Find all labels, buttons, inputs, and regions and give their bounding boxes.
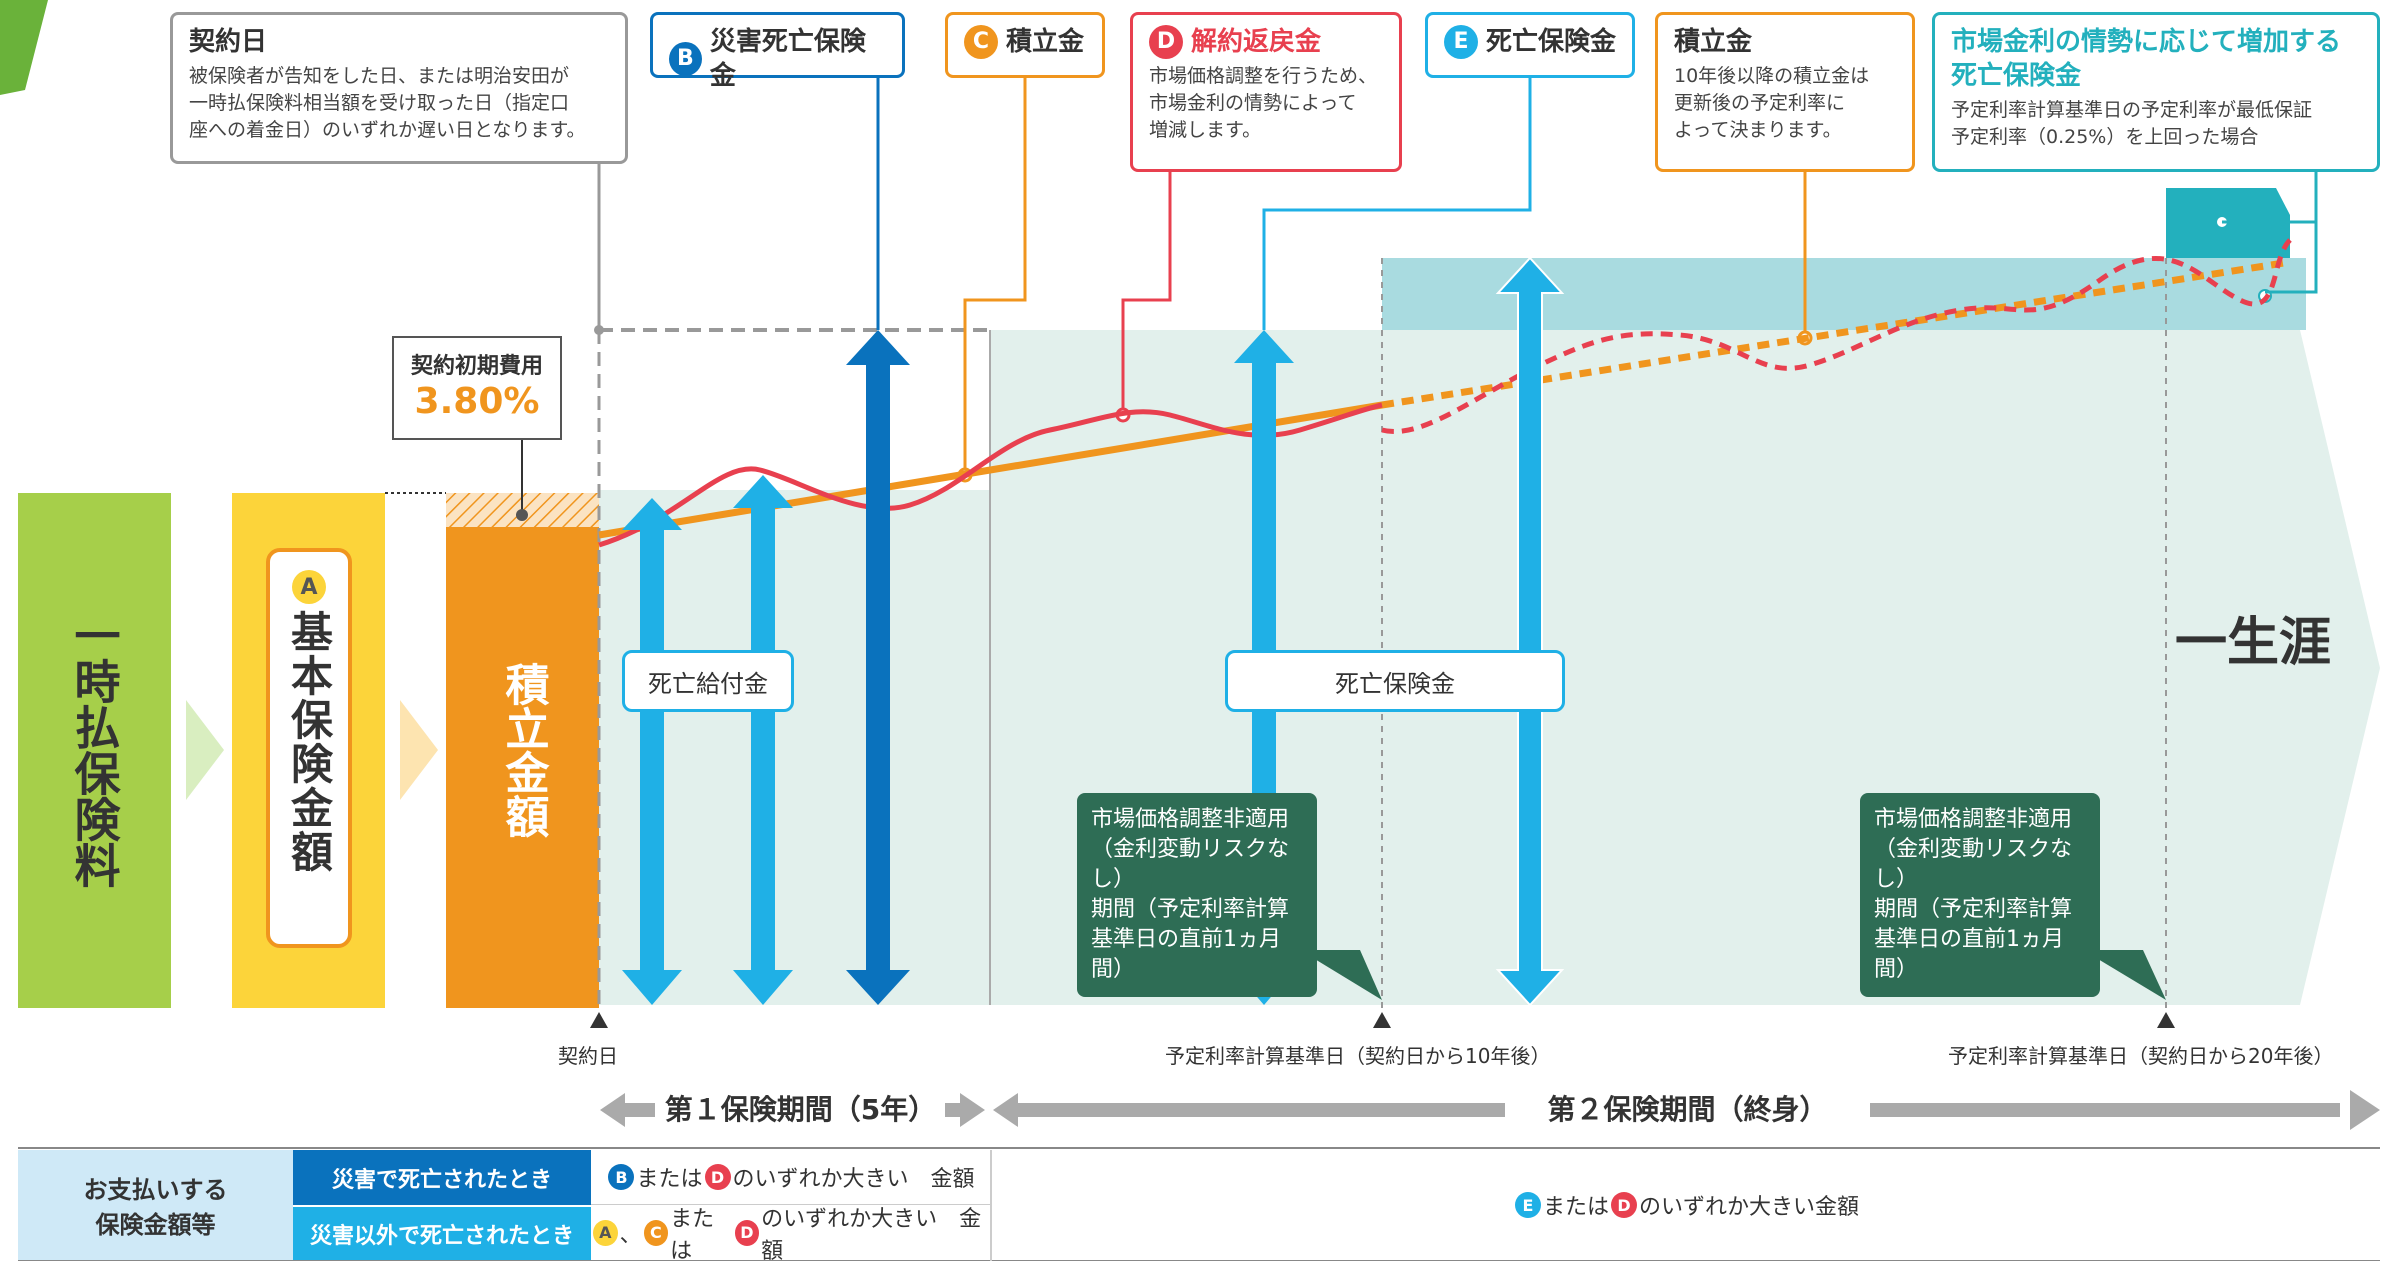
callout-reserve-line-2: 更新後の予定利率に: [1674, 92, 1846, 114]
callout-market-title-1: 市場金利の情勢に応じて増加する: [1951, 27, 2342, 57]
callout-b-accident-death: B 災害死亡保険金: [650, 12, 905, 91]
chevron-1: [186, 700, 224, 800]
base-amount-card: A 基本保険金額: [266, 548, 352, 948]
callout-b-title: 災害死亡保険金: [709, 27, 866, 91]
initial-cost-label: 契約初期費用: [410, 354, 543, 379]
row1-text-1: または: [636, 1167, 703, 1192]
mva-20y-line-4: 基準日の直前1ヵ月間）: [1874, 927, 2064, 982]
callout-contract-day-line-2: 一時払保険料相当額を受け取った日（指定口: [189, 92, 570, 114]
row2-c-icon: C: [643, 1219, 669, 1246]
period2-d-icon: D: [1611, 1192, 1637, 1218]
premium-block: [18, 493, 171, 1008]
a-badge-icon: A: [292, 570, 326, 604]
death-benefit-label-2: 死亡保険金: [1225, 650, 1565, 712]
callout-market-title-2: 死亡保険金: [1951, 61, 2082, 91]
callout-c-title: 積立金: [1006, 27, 1085, 57]
callout-market-line-1: 予定利率計算基準日の予定利率が最低保証: [1951, 99, 2313, 121]
mva-box-20y: 市場価格調整非適用 （金利変動リスクなし） 期間（予定利率計算 基準日の直前1ヵ…: [1860, 793, 2100, 997]
callout-market-line-2: 予定利率（0.25%）を上回った場合: [1951, 126, 2259, 148]
c-badge-icon: C: [964, 25, 998, 59]
callout-e-title: 死亡保険金: [1486, 27, 1617, 57]
callout-e-death-insurance: E 死亡保険金: [1425, 12, 1635, 78]
base-amount-label: 基本保険金額: [284, 610, 334, 874]
row1-b-icon: B: [608, 1164, 635, 1190]
period-1-label: 第１保険期間（5年）: [658, 1090, 943, 1130]
row1-value: B または D のいずれか大きい 金額: [591, 1150, 990, 1205]
callout-c-reserve: C 積立金: [945, 12, 1105, 78]
callout-market-increase: 市場金利の情勢に応じて増加する 死亡保険金 予定利率計算基準日の予定利率が最低保…: [1932, 12, 2380, 172]
callout-contract-day-line-3: 座への着金日）のいずれか遅い日となります。: [189, 119, 586, 141]
initial-cost-box: 契約初期費用 3.80%: [392, 336, 562, 440]
death-insurance-arrow-2: [1495, 256, 1565, 1007]
callout-contract-day-line-1: 被保険者が告知をした日、または明治安田が: [189, 65, 570, 87]
mva-10y-line-3: 期間（予定利率計算: [1091, 897, 1290, 922]
d-badge-icon: D: [1149, 25, 1183, 59]
callout-reserve-title: 積立金: [1674, 27, 1753, 57]
death-benefit-label-1: 死亡給付金: [622, 650, 794, 712]
row1-text-2: のいずれか大きい 金額: [732, 1167, 975, 1192]
period2-text-2: のいずれか大きい金額: [1639, 1195, 1860, 1220]
callout-contract-day-title: 契約日: [189, 27, 268, 57]
mva-20y-line-3: 期間（予定利率計算: [1874, 897, 2073, 922]
period2-e-icon: E: [1514, 1192, 1541, 1218]
callout-reserve-line-1: 10年後以降の積立金は: [1674, 65, 1870, 87]
reserve-label: 積立金額: [497, 662, 549, 838]
row2-sep: 、: [619, 1222, 642, 1248]
table-header: お支払いする 保険金額等: [18, 1150, 293, 1260]
chevron-2: [400, 700, 438, 800]
mva-20y-line-2: （金利変動リスクなし）: [1874, 837, 2073, 892]
axis-contract-day: 契約日: [558, 1044, 618, 1068]
death-benefit-arrow-2: [733, 475, 793, 1005]
table-header-text: お支払いする 保険金額等: [83, 1176, 228, 1239]
callout-d-title: 解約返戻金: [1191, 27, 1322, 57]
reserve-block: [446, 493, 599, 1008]
b-badge-icon: B: [669, 42, 702, 76]
period-2-label: 第２保険期間（終身）: [1505, 1090, 1870, 1130]
lifetime-label: 一生涯: [2175, 613, 2332, 673]
initial-cost-value: 3.80%: [414, 381, 540, 422]
row2-d-icon: D: [734, 1219, 760, 1246]
callout-contract-day: 契約日 被保険者が告知をした日、または明治安田が 一時払保険料相当額を受け取った…: [170, 12, 628, 164]
e-badge-icon: E: [1444, 25, 1478, 59]
axis-calc-day-10y: 予定利率計算基準日（契約日から10年後）: [1165, 1044, 1551, 1068]
mva-20y-line-1: 市場価格調整非適用: [1874, 807, 2073, 832]
corner-decoration: [0, 0, 48, 95]
row2-a-icon: A: [593, 1219, 618, 1246]
period2-text-1: または: [1542, 1195, 1609, 1220]
axis-calc-day-20y: 予定利率計算基準日（契約日から20年後）: [1948, 1044, 2334, 1068]
death-benefit-arrow-1: [622, 498, 682, 1005]
row2-text-2: のいずれか大きい 金額: [761, 1206, 982, 1264]
callout-d-line-3: 増減します。: [1149, 119, 1262, 141]
callout-d-line-1: 市場価格調整を行うため、: [1149, 65, 1378, 87]
mva-10y-line-4: 基準日の直前1ヵ月間）: [1091, 927, 1281, 982]
mva-10y-line-1: 市場価格調整非適用: [1091, 807, 1290, 832]
callout-reserve-line-3: よって決まります。: [1674, 119, 1842, 141]
callout-d-line-2: 市場金利の情勢によって: [1149, 92, 1357, 114]
callout-reserve-after-10y: 積立金 10年後以降の積立金は 更新後の予定利率に よって決まります。: [1655, 12, 1915, 172]
period2-value: E または D のいずれか大きい金額: [992, 1150, 2380, 1260]
row2-label: 災害以外で死亡されたとき: [293, 1205, 591, 1260]
mva-10y-line-2: （金利変動リスクなし）: [1091, 837, 1290, 892]
mva-box-10y: 市場価格調整非適用 （金利変動リスクなし） 期間（予定利率計算 基準日の直前1ヵ…: [1077, 793, 1317, 997]
row2-text-1: または: [670, 1206, 715, 1264]
premium-label: 一時払保険料: [67, 612, 122, 888]
callout-d-surrender: D 解約返戻金 市場価格調整を行うため、 市場金利の情勢によって 増減します。: [1130, 12, 1402, 172]
row2-value: A 、 C または D のいずれか大きい 金額: [591, 1205, 990, 1264]
row1-d-icon: D: [704, 1164, 731, 1190]
row2-label-text: 災害以外で死亡されたとき: [309, 1223, 574, 1249]
row1-label-text: 災害で死亡されたとき: [331, 1167, 552, 1193]
accident-death-arrow: [846, 330, 910, 1005]
row1-label: 災害で死亡されたとき: [293, 1150, 591, 1205]
